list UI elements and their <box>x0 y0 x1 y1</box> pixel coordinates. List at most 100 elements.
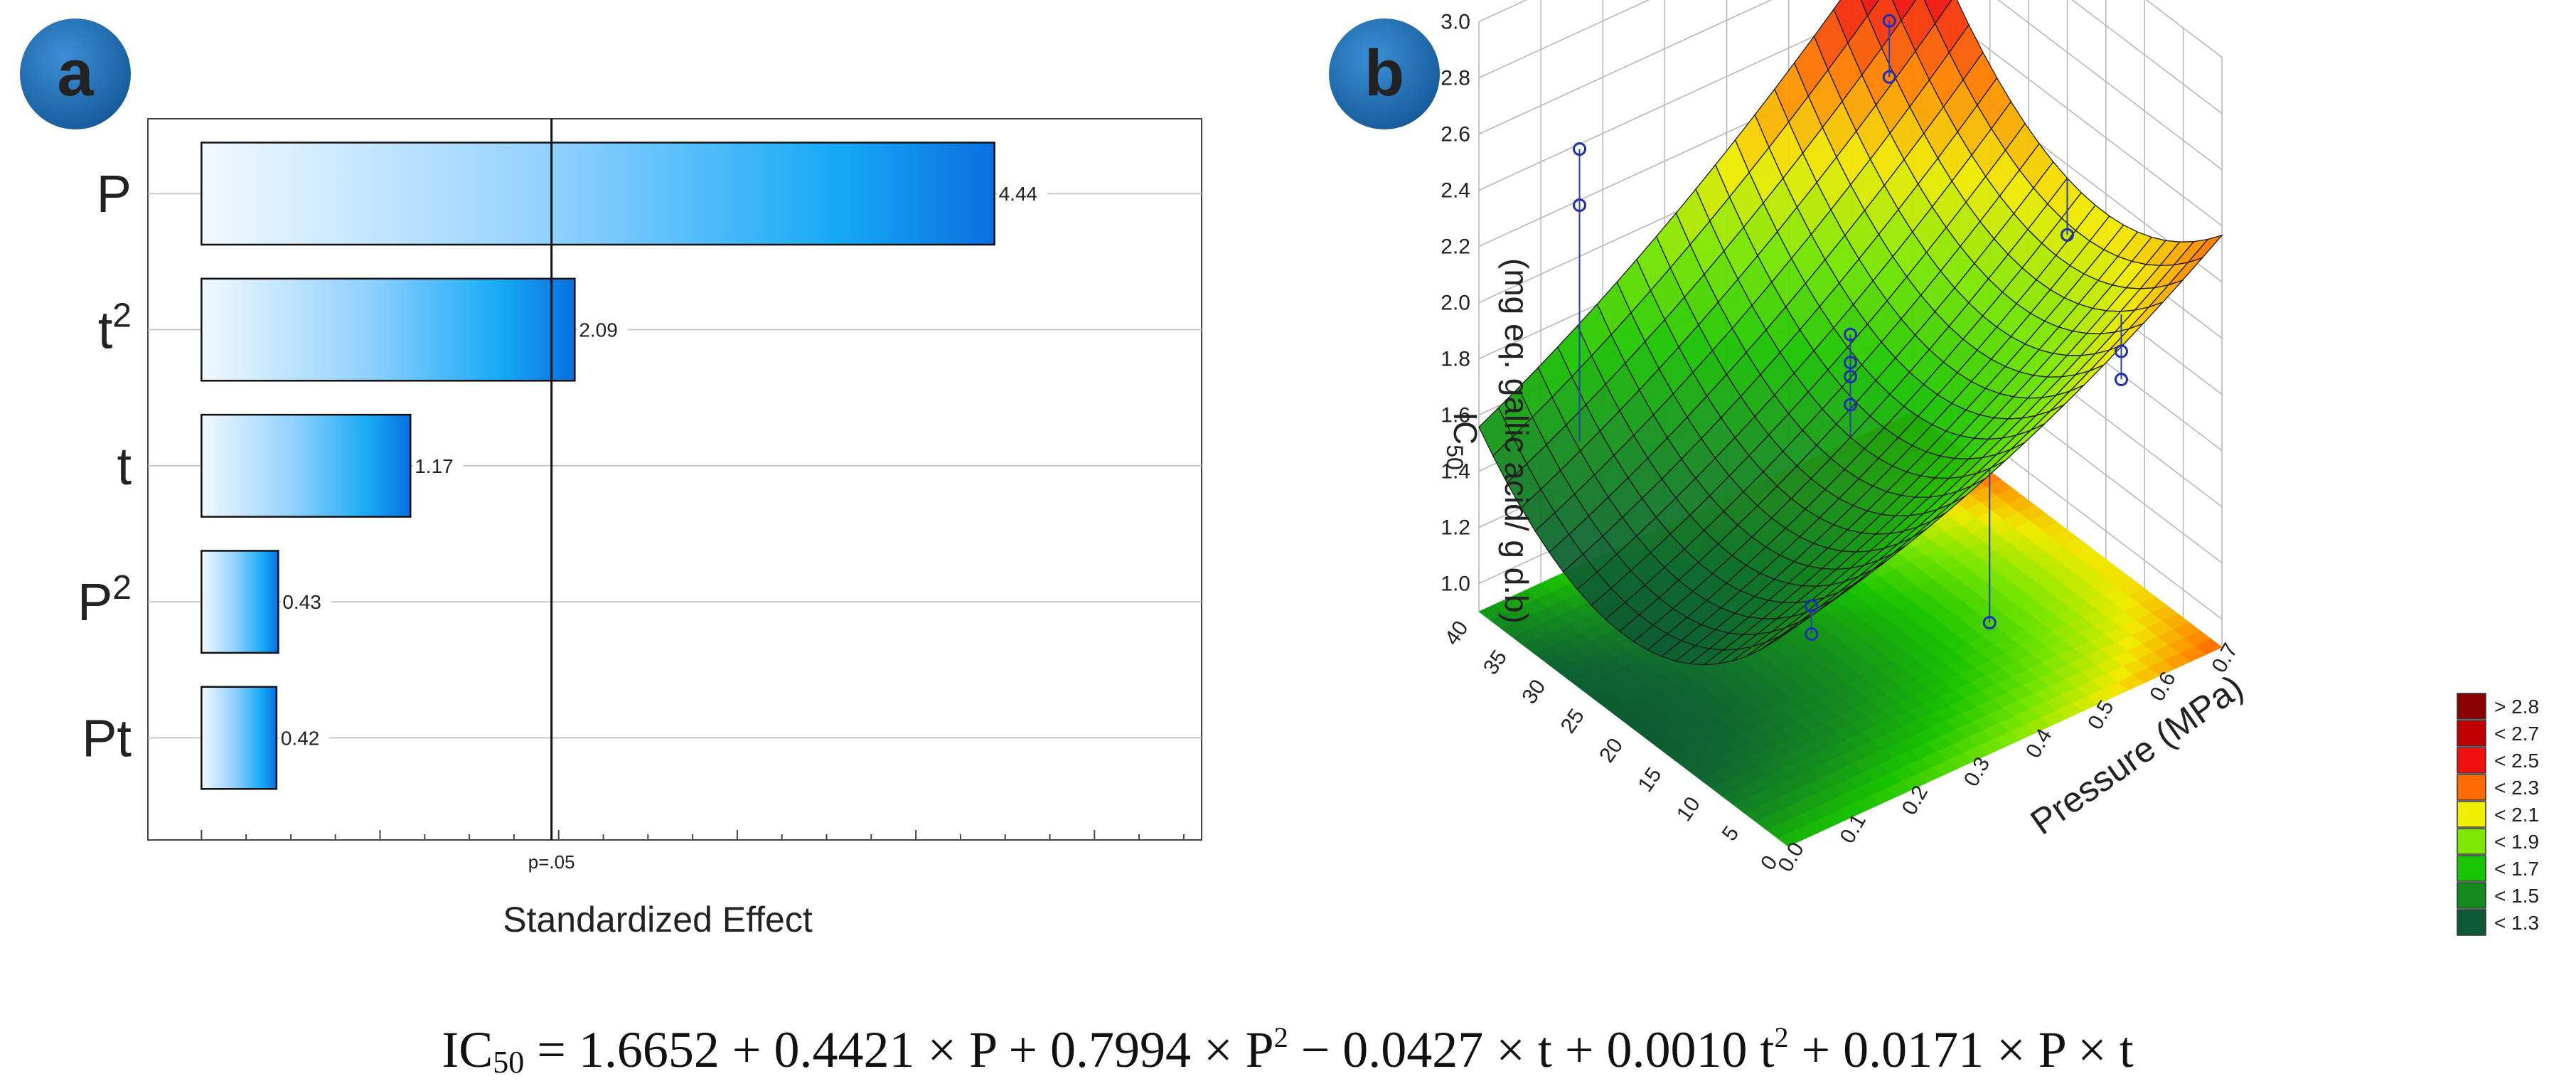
z-axis-label-b: IC50 (mg eq. gallic acid/ g d.b) <box>1442 258 1535 624</box>
bar-3 <box>201 550 279 654</box>
experimental-points <box>1573 14 2128 641</box>
eq-part2: − 0.0427 × t + 0.0010 t <box>1288 1021 1775 1078</box>
data-point <box>1844 398 1857 412</box>
legend-swatch-7 <box>2457 882 2486 909</box>
bar-4 <box>201 686 278 790</box>
data-point <box>1844 327 1857 341</box>
value-label-bg <box>281 589 331 614</box>
value-label-bg <box>997 181 1047 206</box>
data-point <box>1844 356 1857 370</box>
z-tick-label: 1.0 <box>1441 573 1470 596</box>
z-tick-label: 1.4 <box>1441 460 1470 484</box>
legend-swatch-4 <box>2457 801 2486 828</box>
category-label-2: t <box>117 437 132 496</box>
wall-gridline <box>1478 0 2223 227</box>
z-tick-label: 2.6 <box>1441 123 1470 147</box>
z-tick-label: 3.0 <box>1441 11 1470 34</box>
category-text: P <box>97 164 132 223</box>
value-label-1: 2.09 <box>579 319 618 341</box>
data-point <box>2114 373 2128 386</box>
z-tick-label: 2.4 <box>1441 179 1470 203</box>
data-point <box>1844 370 1857 383</box>
category-text: Pt <box>82 709 132 768</box>
bars-a: 4.44 2.09 1.17 0.43 0.42 <box>201 142 1047 790</box>
z-label-sub: 50 <box>1442 445 1468 470</box>
eq-part3: + 0.0171 × P × t <box>1789 1021 2134 1078</box>
value-label-bg <box>413 452 464 477</box>
y-tick-label: 20 <box>1595 734 1628 767</box>
value-label-bg <box>279 725 329 750</box>
panel-b: b 1.01.21.41.61.82.02.22.42.62.83.0 0.00… <box>1329 0 2539 936</box>
data-point <box>2061 228 2074 242</box>
y-tick-label: 5 <box>1718 822 1744 846</box>
eq-sub: 50 <box>493 1045 524 1080</box>
bar-0 <box>201 142 995 246</box>
z-tick-label: 1.2 <box>1441 516 1470 540</box>
legend-swatch-6 <box>2457 855 2486 882</box>
z-label-main: IC <box>1447 412 1484 445</box>
category-label-0: P <box>97 164 132 223</box>
badge-a: a <box>20 18 131 129</box>
reference-line-label: p=.05 <box>528 851 575 873</box>
y-tick-label: 30 <box>1517 676 1550 708</box>
category-text: t <box>117 437 132 496</box>
badge-a-circle <box>20 18 131 129</box>
legend-label-1: < 2.7 <box>2494 723 2539 745</box>
wall-gridline <box>1478 0 2223 171</box>
surface-cell <box>1860 0 1880 17</box>
y-tick-label: 25 <box>1556 705 1589 738</box>
y-tick-label: 35 <box>1479 646 1512 678</box>
category-label-3: P2 <box>78 569 132 632</box>
legend-swatch-2 <box>2457 747 2486 774</box>
wall-gridline <box>1478 0 2223 115</box>
legend-label-6: < 1.7 <box>2494 858 2539 880</box>
z-tick-label: 2.0 <box>1441 292 1470 315</box>
legend-label-2: < 2.5 <box>2494 750 2539 772</box>
category-superscript: 2 <box>112 297 132 335</box>
surface-cell <box>1773 617 1809 642</box>
category-superscript: 2 <box>112 569 132 607</box>
y-tick-label: 40 <box>1441 617 1473 649</box>
bar-1 <box>201 277 576 382</box>
legend-swatch-1 <box>2457 720 2486 747</box>
bar-2 <box>201 413 412 518</box>
data-point <box>1805 627 1819 641</box>
category-text: P <box>78 573 112 632</box>
category-label-4: Pt <box>82 709 132 768</box>
eq-sup2: 2 <box>1775 1021 1789 1053</box>
legend-b: > 2.8 < 2.7 < 2.5 < 2.3 < 2.1 < 1.9 < 1.7 < 1.5… <box>2457 693 2539 936</box>
legend-label-7: < 1.5 <box>2494 885 2539 907</box>
z-ticks-b: 1.0 1.2 1.4 1.6 1.8 2.0 2.2 2.4 2.6 2.8 3.0 <box>1441 11 1470 596</box>
eq-ic: IC <box>442 1021 493 1078</box>
data-point <box>1882 14 1896 28</box>
eq-part1: = 1.6652 + 0.4421 × P + 0.7994 × P <box>524 1021 1273 1078</box>
legend-label-0: > 2.8 <box>2494 696 2539 718</box>
value-label-4: 0.42 <box>281 728 320 750</box>
legend-swatch-8 <box>2457 909 2486 936</box>
data-point <box>1573 198 1587 212</box>
value-label-3: 0.43 <box>282 591 321 613</box>
y-tick-label: 15 <box>1633 763 1666 796</box>
data-point <box>1882 70 1896 84</box>
legend-label-3: < 2.3 <box>2494 777 2539 799</box>
legend-swatch-5 <box>2457 828 2486 855</box>
value-label-0: 4.44 <box>999 183 1038 205</box>
badge-b-label: b <box>1364 37 1404 110</box>
legend-swatch-3 <box>2457 774 2486 801</box>
x-axis-label-a: Standardized Effect <box>503 900 813 940</box>
data-point <box>1573 142 1587 156</box>
y-tick-label: 10 <box>1672 793 1705 826</box>
legend-label-4: < 2.1 <box>2494 804 2539 826</box>
badge-b-circle <box>1329 18 1440 129</box>
category-label-1: t2 <box>98 297 132 360</box>
badge-b: b <box>1329 18 1440 129</box>
legend-label-8: < 1.3 <box>2494 912 2539 934</box>
x-ticks-a <box>201 830 1185 840</box>
response-surface <box>1478 0 2223 666</box>
badge-a-label: a <box>57 37 94 110</box>
value-label-2: 1.17 <box>415 455 454 477</box>
z-label-unit: (mg eq. gallic acid/ g d.b) <box>1498 258 1535 624</box>
